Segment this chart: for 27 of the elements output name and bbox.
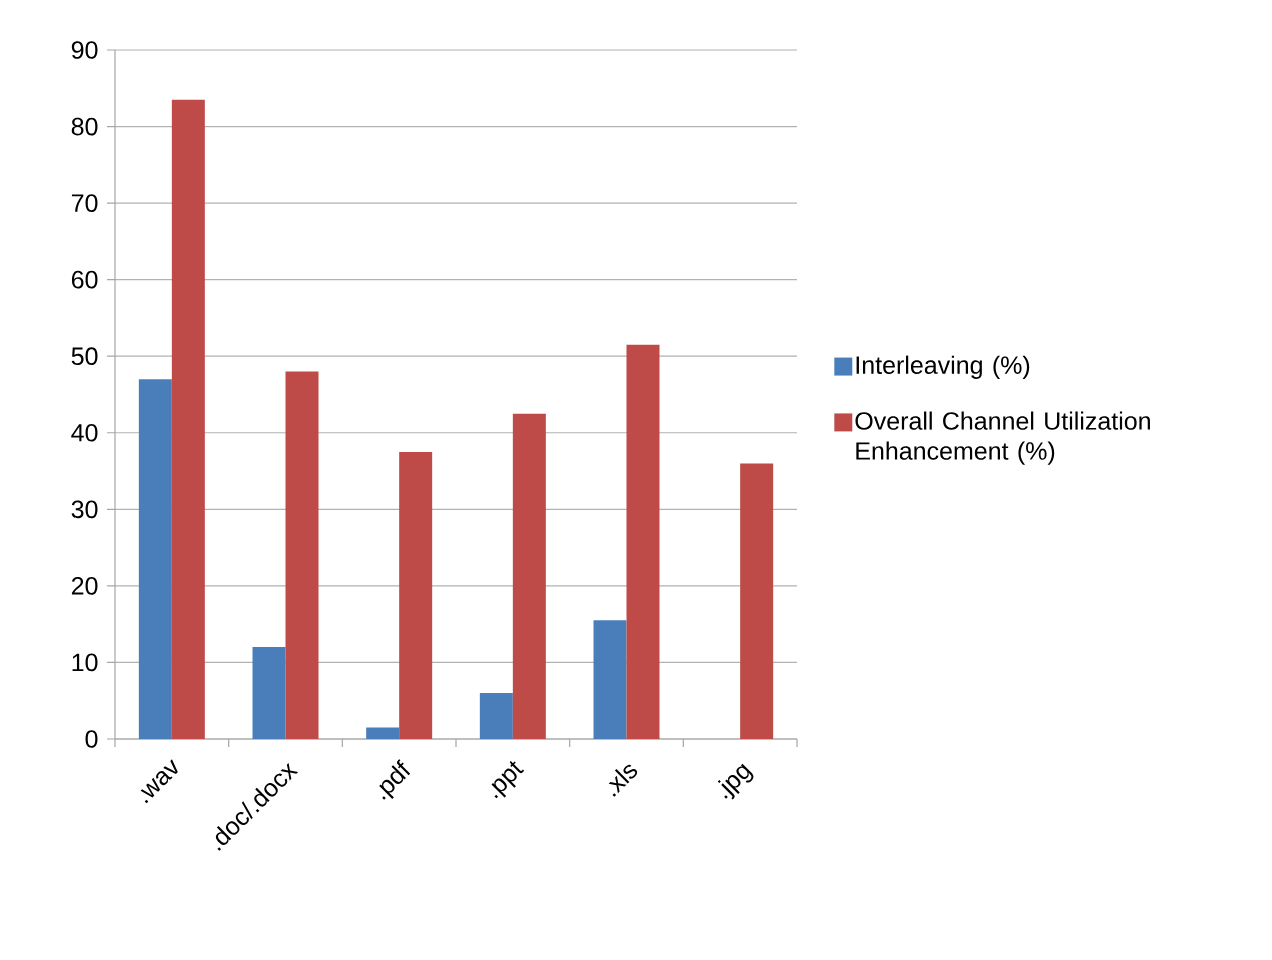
y-tick-label: 90 <box>71 41 98 59</box>
bar <box>740 463 774 739</box>
bar <box>399 451 433 739</box>
x-tick-label: .ppt <box>491 761 525 799</box>
bar <box>252 647 286 739</box>
bar <box>366 727 400 739</box>
y-tick-label: 50 <box>71 347 98 366</box>
x-tick-label: .xls <box>608 764 638 797</box>
x-tick-label: .pdf <box>379 759 411 800</box>
bar <box>626 344 660 739</box>
bar <box>138 379 172 739</box>
bar <box>479 693 513 739</box>
y-tick-label: 70 <box>71 194 98 212</box>
x-tick-label: .jpg <box>717 763 754 800</box>
bar <box>285 371 319 739</box>
bar <box>171 99 205 739</box>
y-tick-label: 60 <box>71 270 98 289</box>
legend-label: Interleaving (%) <box>856 355 1030 379</box>
y-tick-label: 0 <box>85 730 98 748</box>
y-tick-label: 30 <box>71 500 98 519</box>
y-tick-label: 10 <box>72 653 98 672</box>
bar <box>512 413 546 739</box>
y-tick-label: 40 <box>71 423 98 442</box>
y-tick-label: 20 <box>71 577 98 595</box>
y-tick-label: 80 <box>71 117 98 136</box>
legend-label: Overall Channel Utilization Enhancement (%) <box>855 411 1150 465</box>
bar <box>593 620 627 739</box>
